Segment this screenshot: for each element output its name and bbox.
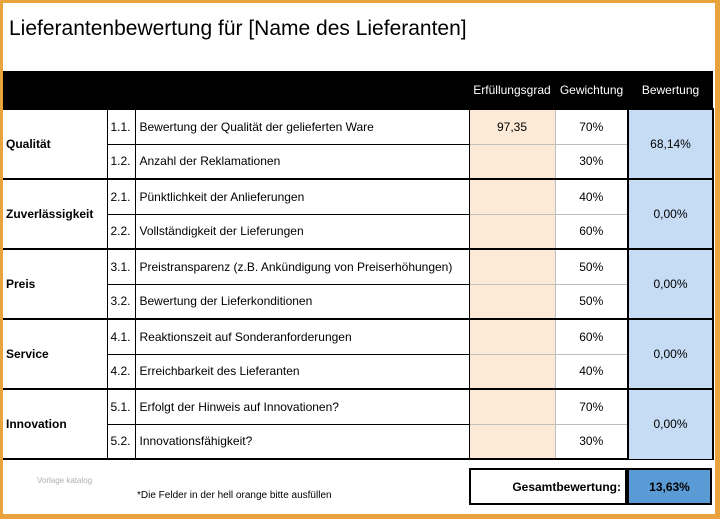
table-row: 5.2. Innovationsfähigkeit? 30% [3,423,713,460]
weight-cell[interactable]: 40% [554,353,629,390]
criterion-number: 3.1. [106,248,136,285]
table-row: 1.2. Anzahl der Reklamationen 30% [3,143,713,180]
weight-cell[interactable]: 30% [554,423,629,460]
fulfillment-input-cell[interactable] [468,178,556,215]
criterion-description: Pünktlichkeit der Anlieferungen [134,178,470,215]
fulfillment-input-cell[interactable] [468,423,556,460]
rating-result-cell[interactable]: 0,00% [627,318,714,390]
fulfillment-input-cell[interactable] [468,283,556,320]
header-rating: Bewertung [628,71,713,109]
page-title: Lieferantenbewertung für [Name des Liefe… [9,17,467,40]
criterion-description: Anzahl der Reklamationen [134,143,470,180]
watermark-text: Vorlage katalog [37,476,93,485]
weight-cell[interactable]: 50% [554,248,629,285]
category-label: Innovation [3,388,107,460]
total-value: 13,63% [649,479,690,494]
fulfillment-input-cell[interactable] [468,213,556,250]
fulfillment-input-cell[interactable]: 97,35 [468,108,556,145]
fulfillment-input-cell[interactable] [468,388,556,425]
criterion-number: 1.2. [106,143,136,180]
table-row: Zuverlässigkeit 2.1. Pünktlichkeit der Anl… [3,178,714,250]
category-label: Service [3,318,107,390]
criterion-description: Bewertung der Qualität der gelieferten W… [134,108,470,145]
header-fulfillment: Erfüllungsgrad [469,71,555,109]
fulfillment-input-cell[interactable] [468,143,556,180]
table-body: Qualität 1.1. Bewertung der Qualität der g… [3,108,714,460]
criterion-number: 2.1. [106,178,136,215]
criterion-description: Erreichbarkeit des Lieferanten [134,353,470,390]
table-row: Qualität 1.1. Bewertung der Qualität der g… [3,108,714,180]
fulfillment-input-cell[interactable] [468,248,556,285]
table-row: Preis 3.1. Preistransparenz (z.B. Ankündig… [3,248,714,320]
total-value-cell[interactable]: 13,63% [627,468,712,505]
criterion-number: 5.1. [106,388,136,425]
criterion-number: 3.2. [106,283,136,320]
criterion-description: Reaktionszeit auf Sonderanforderungen [134,318,470,355]
criterion-description: Erfolgt der Hinweis auf Innovationen? [134,388,470,425]
rating-result-cell[interactable]: 0,00% [627,388,714,460]
criterion-number: 2.2. [106,213,136,250]
total-label: Gesamtbewertung: [512,479,621,494]
footer-note: *Die Felder in der hell orange bitte aus… [137,490,332,501]
criterion-description: Vollständigkeit der Lieferungen [134,213,470,250]
rating-result-cell[interactable]: 0,00% [627,248,714,320]
table-row: 4.2. Erreichbarkeit des Lieferanten 40% [3,353,713,390]
weight-cell[interactable]: 70% [554,108,629,145]
criterion-number: 1.1. [106,108,136,145]
category-label: Preis [3,248,107,320]
table-row: 3.2. Bewertung der Lieferkonditionen 50% [3,283,713,320]
weight-cell[interactable]: 40% [554,178,629,215]
table-row: 2.2. Vollständigkeit der Lieferungen 60% [3,213,713,250]
fulfillment-input-cell[interactable] [468,353,556,390]
spreadsheet-sheet: Lieferantenbewertung für [Name des Liefe… [3,3,715,514]
weight-cell[interactable]: 30% [554,143,629,180]
criterion-number: 4.1. [106,318,136,355]
fulfillment-input-cell[interactable] [468,318,556,355]
header-blank [3,71,469,109]
table-header-row: Erfüllungsgrad Gewichtung Bewertung [3,71,713,109]
weight-cell[interactable]: 70% [554,388,629,425]
evaluation-table: Erfüllungsgrad Gewichtung Bewertung Qual… [3,71,714,460]
weight-cell[interactable]: 60% [554,213,629,250]
weight-cell[interactable]: 50% [554,283,629,320]
criterion-number: 5.2. [106,423,136,460]
category-label: Zuverlässigkeit [3,178,107,250]
total-label-cell: Gesamtbewertung: [469,468,627,505]
header-weighting: Gewichtung [555,71,628,109]
table-row: Service 4.1. Reaktionszeit auf Sonderanfor… [3,318,714,390]
category-label: Qualität [3,108,107,180]
table-row: Innovation 5.1. Erfolgt der Hinweis auf In… [3,388,714,460]
rating-result-cell[interactable]: 68,14% [627,108,714,180]
rating-result-cell[interactable]: 0,00% [627,178,714,250]
criterion-description: Innovationsfähigkeit? [134,423,470,460]
weight-cell[interactable]: 60% [554,318,629,355]
criterion-number: 4.2. [106,353,136,390]
criterion-description: Bewertung der Lieferkonditionen [134,283,470,320]
criterion-description: Preistransparenz (z.B. Ankündigung von P… [134,248,470,285]
